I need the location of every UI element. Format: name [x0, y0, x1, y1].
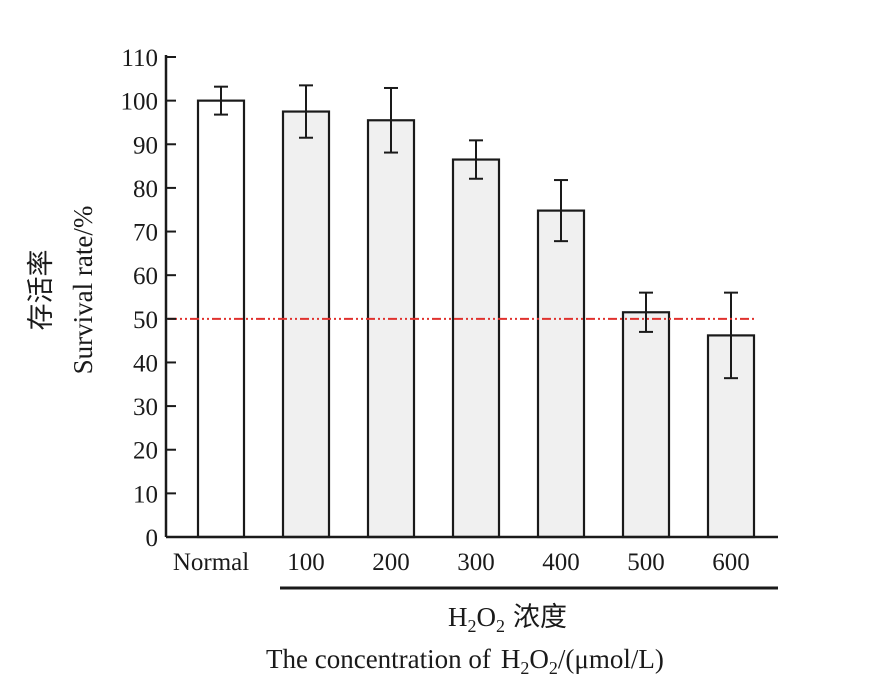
bar — [536, 209, 586, 539]
bar — [451, 158, 501, 539]
y-tick-label: 10 — [133, 481, 158, 508]
x-axis-title-en-prefix: The concentration of — [266, 644, 491, 674]
x-axis-title-cn-text: 浓度 — [513, 602, 567, 632]
y-axis-title-cn: 存活率 — [26, 250, 56, 331]
y-tick-label: 30 — [133, 394, 158, 421]
x-axis-title-en: The concentration of H2O2/(μmol/L) — [266, 644, 664, 678]
y-tick-label: 50 — [133, 307, 158, 334]
y-tick-label: 110 — [121, 45, 158, 72]
bar — [621, 311, 671, 539]
bar — [281, 110, 331, 539]
bar — [366, 119, 416, 539]
x-tick-label: Normal — [173, 549, 249, 576]
x-tick-label: 200 — [372, 549, 410, 576]
y-tick-label: 100 — [121, 89, 159, 116]
x-tick-label: 500 — [627, 549, 665, 576]
y-tick-label: 90 — [133, 132, 158, 159]
y-axis-title-en: Survival rate/% — [68, 206, 98, 375]
y-tick-label: 40 — [133, 350, 158, 377]
x-tick-label: 300 — [457, 549, 495, 576]
x-tick-label: 600 — [712, 549, 750, 576]
y-tick-label: 60 — [133, 263, 158, 290]
x-axis-title-cn: H2O2 浓度 — [448, 602, 567, 636]
y-tick-label: 70 — [133, 220, 158, 247]
x-axis-title-en-suffix: /(μmol/L) — [558, 644, 664, 674]
x-tick-label: 400 — [542, 549, 580, 576]
y-tick-label: 20 — [133, 438, 158, 465]
y-tick-label: 0 — [146, 525, 159, 552]
y-tick-label: 80 — [133, 176, 158, 203]
x-tick-label: 100 — [287, 549, 325, 576]
